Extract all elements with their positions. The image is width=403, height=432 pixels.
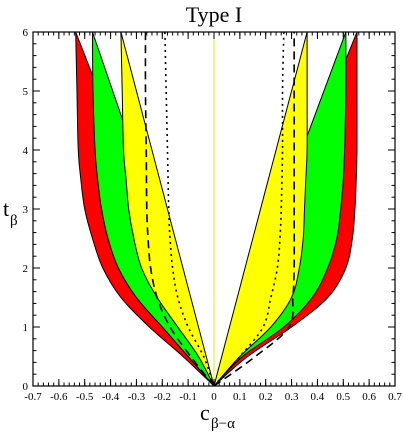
x-axis-label-main: c (200, 400, 210, 425)
axis-ticks: -0.7 -0.6 -0.5 -0.4 -0.3 -0.2 -0.1 0 0.1 0.2 0.3 0.… (23, 27, 403, 403)
x-tick-label: -0.1 (179, 391, 196, 403)
chart-title: Type I (186, 2, 243, 27)
y-tick-label: 5 (23, 86, 29, 98)
y-tick-label: 6 (23, 27, 29, 39)
y-axis-label-sub: β (10, 213, 18, 229)
y-axis-label: t β (3, 196, 18, 229)
y-tick-label: 3 (23, 204, 29, 216)
y-tick-label: 1 (23, 322, 29, 334)
x-tick-label: -0.2 (154, 391, 171, 403)
y-tick-label: 4 (23, 145, 29, 157)
boundary-dashed-right (213, 32, 296, 386)
y-tick-label: 0 (23, 381, 29, 393)
y-axis-label-main: t (3, 196, 9, 221)
plot-area (32, 31, 396, 387)
x-tick-label: -0.7 (24, 391, 42, 403)
plot-inner (75, 32, 358, 386)
x-tick-label: -0.4 (102, 391, 120, 403)
x-axis-label: c β−α (200, 400, 235, 432)
x-tick-label: 0.4 (311, 391, 325, 403)
x-tick-label: 0 (211, 391, 217, 403)
x-tick-label: 0.7 (388, 391, 402, 403)
x-tick-label: 0.2 (259, 391, 273, 403)
y-tick-label: 2 (23, 263, 29, 275)
x-tick-label: 0.3 (285, 391, 299, 403)
x-tick-label: 0.1 (233, 391, 247, 403)
x-tick-label: -0.6 (50, 391, 68, 403)
x-tick-label: -0.3 (128, 391, 146, 403)
x-tick-label: -0.5 (76, 391, 94, 403)
boundary-dashed-left (144, 32, 215, 386)
x-axis-label-sub: β−α (211, 416, 235, 432)
x-tick-label: 0.5 (336, 391, 350, 403)
x-tick-label: 0.6 (362, 391, 376, 403)
